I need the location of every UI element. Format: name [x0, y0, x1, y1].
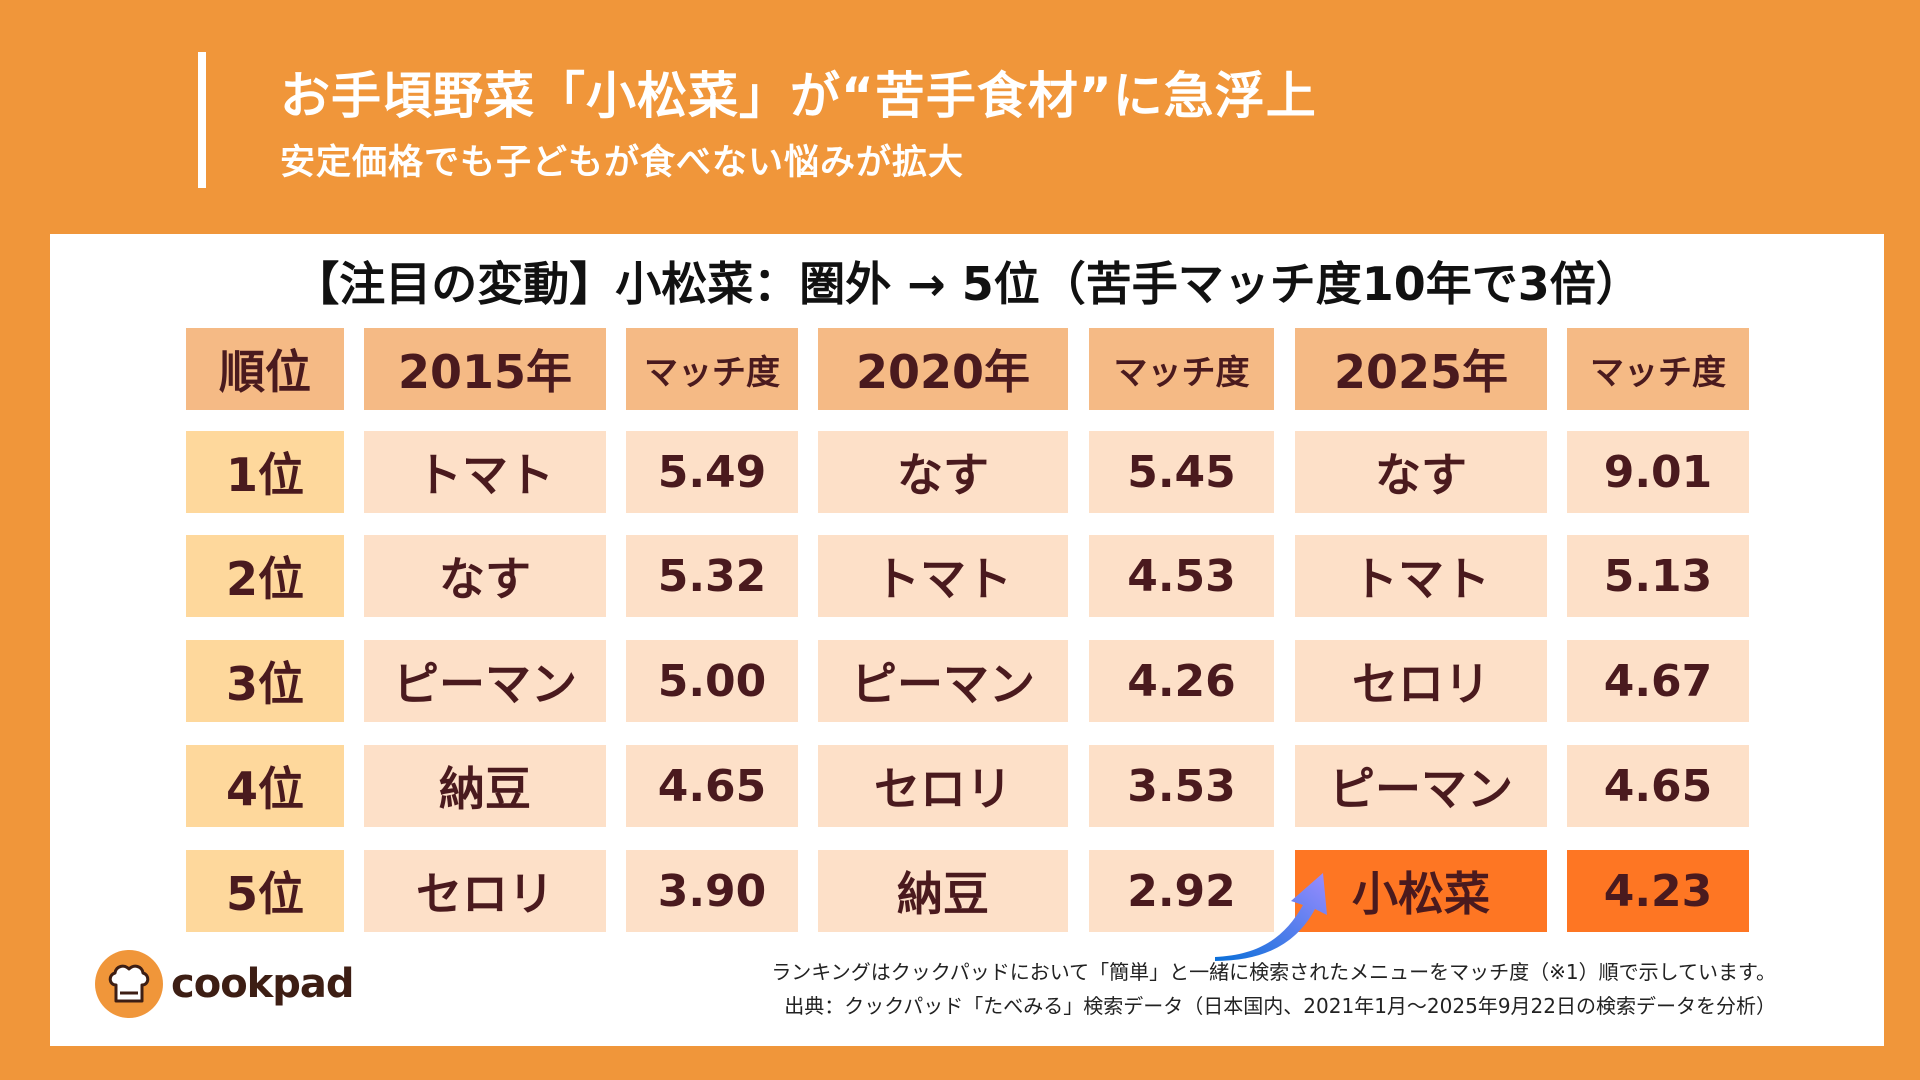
score-cell: 5.00 [626, 640, 798, 722]
rank-cell: 2位 [186, 535, 344, 617]
score-cell: 5.45 [1089, 431, 1274, 513]
cookpad-logo: cookpad [95, 950, 355, 1018]
footnote-ranking: ランキングはクックパッドにおいて「簡単」と一緒に検索されたメニューをマッチ度（※… [771, 960, 1776, 984]
food-cell: トマト [818, 535, 1068, 617]
chef-hat-icon [95, 950, 163, 1018]
score-cell: 5.49 [626, 431, 798, 513]
food-cell: 納豆 [818, 850, 1068, 932]
header-match-2015: マッチ度 [626, 328, 798, 410]
food-cell: トマト [1295, 535, 1547, 617]
score-cell: 3.53 [1089, 745, 1274, 827]
food-cell: ピーマン [364, 640, 606, 722]
score-cell: 4.53 [1089, 535, 1274, 617]
rising-arrow-icon [1215, 873, 1327, 961]
food-cell: なす [818, 431, 1068, 513]
page-title: お手頃野菜「小松菜」が“苦手食材”に急浮上 [280, 67, 1317, 125]
title-accent-bar [198, 52, 206, 188]
food-cell: ピーマン [818, 640, 1068, 722]
score-cell: 5.13 [1567, 535, 1749, 617]
food-cell: ピーマン [1295, 745, 1547, 827]
rank-cell: 3位 [186, 640, 344, 722]
header-match-2020: マッチ度 [1089, 328, 1274, 410]
score-cell: 4.67 [1567, 640, 1749, 722]
header-2020: 2020年 [818, 328, 1068, 410]
food-cell: セロリ [818, 745, 1068, 827]
food-cell: セロリ [1295, 640, 1547, 722]
header-2025: 2025年 [1295, 328, 1547, 410]
score-cell: 5.32 [626, 535, 798, 617]
footnote-source: 出典：クックパッド「たべみる」検索データ（日本国内、2021年1月〜2025年9… [784, 994, 1776, 1018]
score-cell: 9.01 [1567, 431, 1749, 513]
rank-cell: 4位 [186, 745, 344, 827]
score-cell: 4.26 [1089, 640, 1274, 722]
rank-cell: 1位 [186, 431, 344, 513]
logo-text: cookpad [171, 961, 355, 1007]
highlight-food-cell: 小松菜 [1295, 850, 1547, 932]
food-cell: トマト [364, 431, 606, 513]
score-cell: 3.90 [626, 850, 798, 932]
food-cell: なす [1295, 431, 1547, 513]
header-rank: 順位 [186, 328, 344, 410]
score-cell: 4.65 [626, 745, 798, 827]
food-cell: なす [364, 535, 606, 617]
rank-cell: 5位 [186, 850, 344, 932]
page-subtitle: 安定価格でも子どもが食べない悩みが拡大 [280, 143, 965, 183]
header-2015: 2015年 [364, 328, 606, 410]
food-cell: セロリ [364, 850, 606, 932]
headline: 【注目の変動】小松菜：圏外 → 5位（苦手マッチ度10年で3倍） [293, 257, 1642, 311]
highlight-score-cell: 4.23 [1567, 850, 1749, 932]
header-match-2025: マッチ度 [1567, 328, 1749, 410]
score-cell: 4.65 [1567, 745, 1749, 827]
score-cell: 2.92 [1089, 850, 1274, 932]
food-cell: 納豆 [364, 745, 606, 827]
